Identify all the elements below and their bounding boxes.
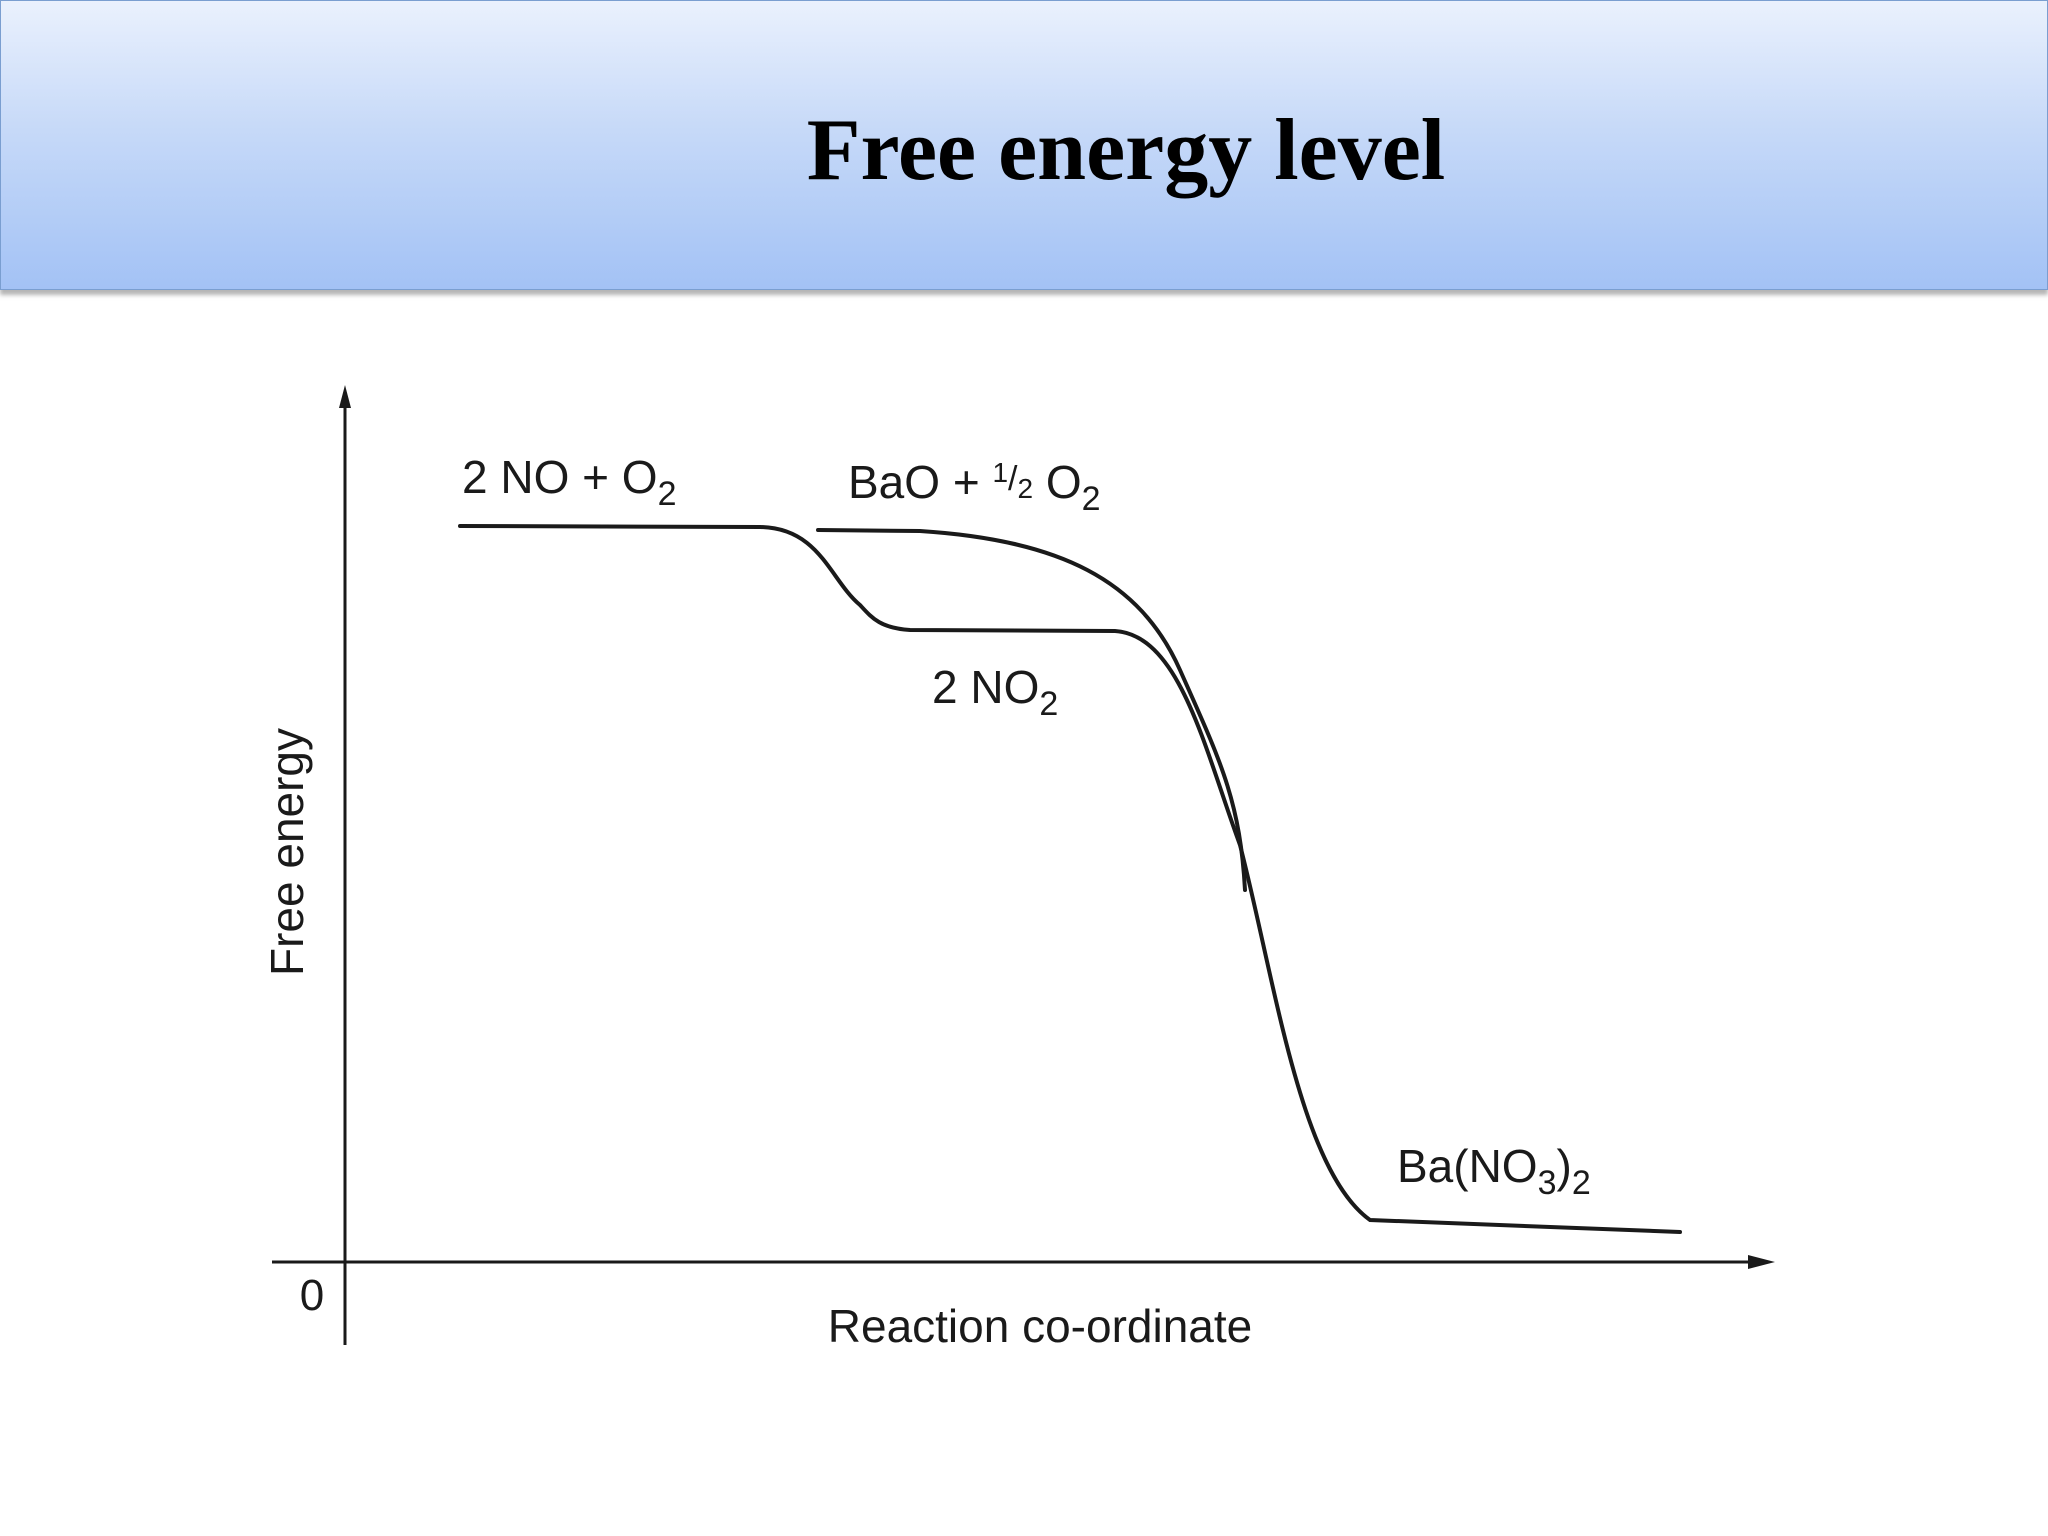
label-reactants-no-main: 2 NO + O: [462, 451, 658, 503]
title-bar: Free energy level: [0, 0, 2048, 290]
y-axis-label: Free energy: [261, 728, 313, 976]
label-reactants-bao: BaO + 1/2 O2: [848, 456, 1101, 518]
label-bao-main: BaO +: [848, 456, 992, 508]
energy-diagram: Free energy Reaction co-ordinate 0 2 NO …: [261, 385, 1775, 1352]
label-intermediate-no2: 2 NO2: [932, 661, 1058, 723]
label-no2-main: 2 NO: [932, 661, 1039, 713]
label-bao-o2-sub: 2: [1082, 480, 1101, 518]
label-bao-frac-den: 2: [1018, 473, 1034, 504]
origin-label: 0: [300, 1271, 324, 1320]
label-bao-frac-slash: /: [1008, 460, 1018, 498]
label-bao-o2-main: O: [1033, 456, 1082, 508]
label-product-sub1: 3: [1538, 1164, 1557, 1202]
label-product-close: ): [1557, 1140, 1572, 1192]
x-axis-label: Reaction co-ordinate: [828, 1300, 1252, 1352]
curve-no-pathway: [458, 524, 1682, 1234]
x-axis-arrowhead: [1748, 1255, 1775, 1269]
slide-title: Free energy level: [806, 102, 1446, 199]
label-product-bano32: Ba(NO3)2: [1397, 1140, 1591, 1202]
label-reactants-no: 2 NO + O2: [462, 451, 677, 513]
label-product-main: Ba(NO: [1397, 1140, 1538, 1192]
y-axis-arrowhead: [339, 385, 351, 408]
label-bao-frac-num: 1: [992, 457, 1008, 488]
label-reactants-no-sub: 2: [658, 475, 677, 513]
curve-bao-pathway: [816, 528, 1247, 892]
label-product-sub2: 2: [1572, 1164, 1591, 1202]
label-no2-sub: 2: [1039, 685, 1058, 723]
